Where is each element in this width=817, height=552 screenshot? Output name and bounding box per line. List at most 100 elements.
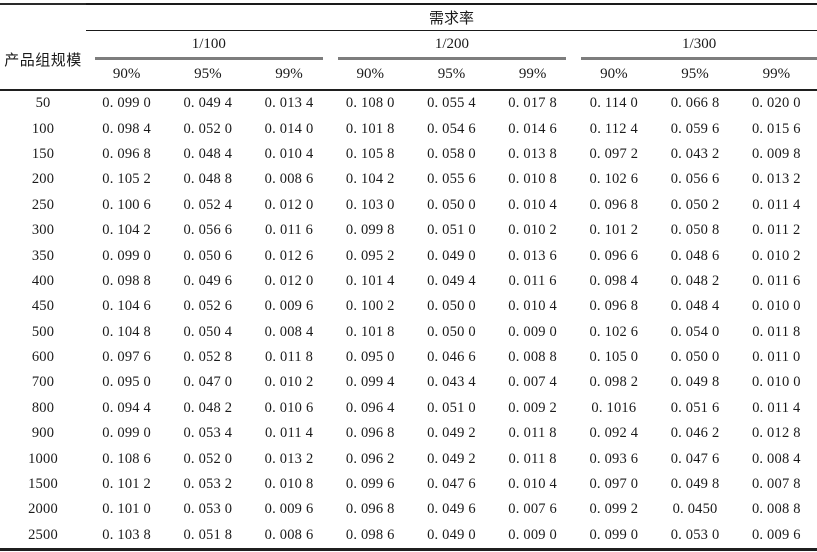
value-cell: 0. 050 0	[427, 196, 476, 213]
value-cell: 0. 066 8	[670, 95, 720, 112]
value-cell: 0. 098 4	[589, 272, 639, 289]
value-cell: 0. 058 0	[427, 145, 476, 162]
row-size-cell: 100	[31, 120, 55, 137]
value-cell: 0. 049 4	[427, 272, 476, 289]
value-cell: 0. 010 4	[508, 476, 558, 493]
value-cell: 0. 011 4	[264, 425, 314, 442]
value-cell: 0. 049 2	[427, 450, 476, 467]
table-row: 900 0. 099 0 0. 053 4 0. 011 4 0. 096 8 0. 04…	[0, 421, 817, 446]
value-cell: 0. 010 8	[264, 476, 314, 493]
value-cell: 0. 010 6	[264, 399, 314, 416]
row-size-cell: 900	[31, 425, 55, 442]
table-row: 250 0. 100 6 0. 052 4 0. 012 0 0. 103 0 0. 05…	[0, 193, 817, 218]
subheader-g1-99: 99%	[248, 60, 330, 91]
value-cell: 0. 049 6	[427, 501, 476, 518]
value-cell: 0. 050 0	[427, 298, 476, 315]
value-cell: 0. 048 6	[670, 247, 720, 264]
value-cell: 0. 009 0	[508, 323, 558, 340]
value-cell: 0. 051 6	[670, 399, 720, 416]
value-cell: 0. 013 8	[508, 145, 558, 162]
value-cell: 0. 101 2	[102, 476, 151, 493]
value-cell: 0. 096 6	[589, 247, 639, 264]
table-row: 500 0. 104 8 0. 050 4 0. 008 4 0. 101 8 0. 05…	[0, 320, 817, 345]
value-cell: 0. 112 4	[589, 120, 638, 137]
table-row: 600 0. 097 6 0. 052 8 0. 011 8 0. 095 0 0. 04…	[0, 345, 817, 370]
value-cell: 0. 014 0	[264, 120, 314, 137]
group-header-1-200: 1/200	[330, 31, 574, 60]
value-cell: 0. 048 2	[183, 399, 233, 416]
value-cell: 0. 013 2	[264, 450, 314, 467]
value-cell: 0. 105 8	[345, 145, 395, 162]
value-cell: 0. 099 8	[345, 222, 395, 239]
table-row: 2500 0. 103 8 0. 051 8 0. 008 6 0. 098 6 0. 0…	[0, 523, 817, 550]
row-size-cell: 600	[31, 349, 55, 366]
value-cell: 0. 052 4	[183, 196, 233, 213]
row-size-cell: 250	[31, 196, 55, 213]
value-cell: 0. 047 6	[670, 450, 720, 467]
row-size-cell: 200	[31, 171, 55, 188]
value-cell: 0. 009 2	[508, 399, 558, 416]
value-cell: 0. 104 8	[102, 323, 151, 340]
value-cell: 0. 049 6	[183, 272, 233, 289]
value-cell: 0. 052 0	[183, 120, 233, 137]
value-cell: 0. 011 8	[508, 425, 557, 442]
value-cell: 0. 046 6	[427, 349, 476, 366]
value-cell: 0. 0450	[672, 501, 718, 518]
value-cell: 0. 009 6	[264, 501, 314, 518]
value-cell: 0. 095 2	[345, 247, 395, 264]
table-row: 800 0. 094 4 0. 048 2 0. 010 6 0. 096 4 0. 05…	[0, 396, 817, 421]
value-cell: 0. 048 4	[670, 298, 720, 315]
value-cell: 0. 043 4	[427, 374, 476, 391]
value-cell: 0. 010 0	[751, 298, 801, 315]
table-row: 350 0. 099 0 0. 050 6 0. 012 6 0. 095 2 0. 04…	[0, 243, 817, 268]
table-row: 450 0. 104 6 0. 052 6 0. 009 6 0. 100 2 0. 05…	[0, 294, 817, 319]
value-cell: 0. 049 8	[670, 374, 720, 391]
value-cell: 0. 055 4	[427, 95, 476, 112]
value-cell: 0. 011 0	[752, 349, 801, 366]
value-cell: 0. 009 6	[264, 298, 314, 315]
blank-corner-cell	[0, 3, 87, 31]
value-cell: 0. 102 6	[589, 323, 639, 340]
value-cell: 0. 103 8	[102, 526, 151, 543]
row-size-cell: 150	[31, 145, 55, 162]
table-row: 200 0. 105 2 0. 048 8 0. 008 6 0. 104 2 0. 05…	[0, 167, 817, 192]
value-cell: 0. 098 4	[102, 120, 151, 137]
value-cell: 0. 049 2	[427, 425, 476, 442]
value-cell: 0. 100 6	[102, 196, 151, 213]
table-row: 400 0. 098 8 0. 049 6 0. 012 0 0. 101 4 0. 04…	[0, 269, 817, 294]
value-cell: 0. 017 8	[508, 95, 558, 112]
value-cell: 0. 104 6	[102, 298, 151, 315]
value-cell: 0. 010 2	[264, 374, 314, 391]
value-cell: 0. 096 8	[345, 501, 395, 518]
row-size-cell: 1500	[28, 476, 58, 493]
value-cell: 0. 007 6	[508, 501, 558, 518]
value-cell: 0. 098 8	[102, 272, 151, 289]
value-cell: 0. 011 2	[752, 222, 801, 239]
value-cell: 0. 008 8	[508, 349, 558, 366]
table-row: 150 0. 096 8 0. 048 4 0. 010 4 0. 105 8 0. 05…	[0, 142, 817, 167]
value-cell: 0. 050 6	[183, 247, 233, 264]
table-row: 1500 0. 101 2 0. 053 2 0. 010 8 0. 099 6 0. 0…	[0, 472, 817, 497]
row-size-cell: 300	[31, 222, 55, 239]
value-cell: 0. 009 0	[508, 526, 558, 543]
value-cell: 0. 015 6	[751, 120, 801, 137]
value-cell: 0. 008 6	[264, 171, 314, 188]
value-cell: 0. 096 2	[345, 450, 395, 467]
value-cell: 0. 105 0	[589, 349, 639, 366]
value-cell: 0. 011 4	[752, 399, 801, 416]
value-cell: 0. 051 0	[427, 399, 476, 416]
value-cell: 0. 009 8	[751, 145, 801, 162]
value-cell: 0. 007 8	[751, 476, 801, 493]
group-header-1-200-label: 1/200	[337, 31, 567, 60]
value-cell: 0. 013 6	[508, 247, 558, 264]
value-cell: 0. 049 0	[427, 526, 476, 543]
value-cell: 0. 101 8	[345, 120, 395, 137]
value-cell: 0. 012 6	[264, 247, 314, 264]
value-cell: 0. 008 8	[751, 501, 801, 518]
value-cell: 0. 099 0	[102, 95, 151, 112]
row-size-cell: 400	[31, 272, 55, 289]
row-size-cell: 800	[31, 399, 55, 416]
value-cell: 0. 051 0	[427, 222, 476, 239]
value-cell: 0. 097 0	[589, 476, 639, 493]
